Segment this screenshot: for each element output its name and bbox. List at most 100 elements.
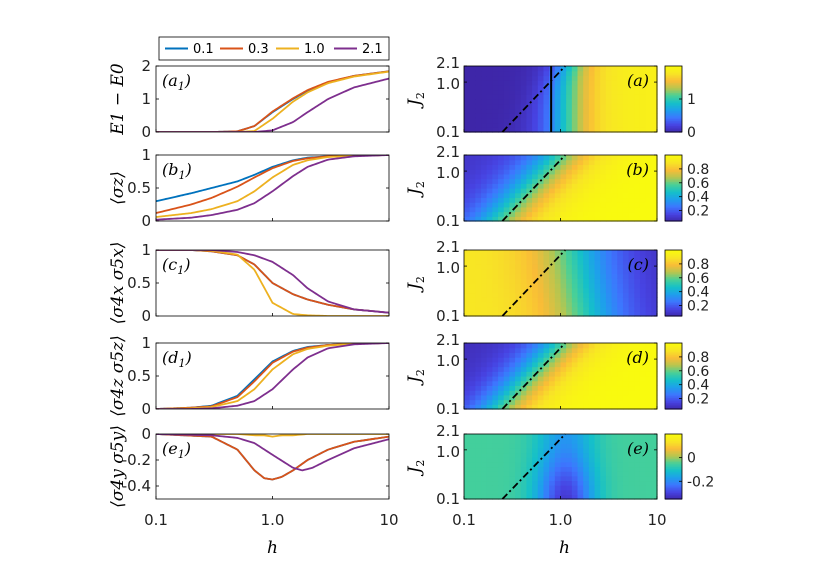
heatmap-cell (594, 380, 601, 387)
heatmap-cell (605, 287, 613, 294)
heatmap-cell (639, 394, 647, 401)
heatmap-cell (515, 169, 522, 175)
heatmap-cell (515, 461, 522, 468)
colorbar-segment (665, 202, 682, 206)
heatmap-cell (571, 103, 579, 110)
heatmap-cell (492, 311, 499, 317)
heatmap-cell (560, 173, 567, 180)
heatmap-cell (577, 399, 584, 405)
heatmap-cell (583, 254, 590, 261)
heatmap-cell (600, 164, 607, 170)
heatmap-cell (509, 278, 516, 284)
heatmap-cell (639, 122, 647, 128)
series-line-J2-1.0 (156, 70, 389, 132)
heatmap-cell (469, 361, 476, 368)
heatmap-cell (554, 452, 562, 458)
heatmap-cell (645, 494, 652, 500)
heatmap-cell (571, 183, 579, 189)
heatmap-cell (464, 159, 471, 166)
heatmap-cell (543, 404, 550, 410)
heatmap-cell (639, 461, 647, 468)
heatmap-cell (628, 343, 635, 349)
heatmap-cell (509, 66, 516, 72)
heatmap-cell (577, 159, 584, 166)
heatmap-cell (605, 466, 613, 472)
heatmap-cell (464, 206, 471, 213)
heatmap-cell (594, 385, 601, 391)
heatmap-cell (526, 192, 533, 199)
heatmap-cell (651, 352, 658, 358)
heatmap-cell (526, 394, 533, 401)
heatmap-cell (639, 197, 647, 203)
heatmap-cell (622, 197, 630, 203)
panel-tag: (c1) (162, 255, 190, 277)
heatmap-cell (634, 347, 641, 354)
heatmap-cell (475, 75, 482, 81)
colorbar-tick-label: 0.2 (687, 204, 709, 220)
heatmap-cell (554, 80, 562, 86)
heatmap-cell (651, 452, 658, 458)
heatmap-cell (588, 80, 596, 86)
heatmap-cell (634, 480, 641, 486)
heatmap-cell (486, 99, 493, 105)
heatmap-cell (617, 452, 624, 458)
heatmap-cell (498, 264, 505, 270)
heatmap-cell (515, 89, 522, 95)
heatmap-cell (469, 159, 476, 166)
heatmap-cell (600, 352, 607, 358)
heatmap-cell (549, 404, 556, 410)
y-tick-label: 2 (141, 57, 151, 75)
heatmap-cell (634, 297, 641, 303)
y-tick-label: 2.1 (436, 54, 460, 72)
colorbar-segment (665, 447, 682, 450)
heatmap-cell (532, 447, 539, 454)
heatmap-cell (498, 447, 505, 454)
heatmap-cell (549, 306, 556, 312)
y-tick-label: 1 (141, 90, 151, 108)
heatmap-cell (464, 259, 471, 265)
heatmap-cell (645, 192, 652, 199)
heatmap-cell (594, 164, 601, 170)
heatmap-cell (492, 273, 499, 279)
colorbar-segment (665, 346, 682, 349)
colorbar-segment (665, 209, 682, 212)
heatmap-cell (464, 399, 471, 405)
colorbar-segment (665, 343, 682, 346)
heatmap-cell (469, 84, 476, 91)
heatmap-cell (492, 216, 499, 222)
heatmap-cell (560, 99, 567, 105)
heatmap-cell (537, 173, 545, 180)
heatmap-cell (503, 394, 511, 401)
heatmap-cell (566, 80, 573, 86)
heatmap-cell (492, 475, 499, 482)
heatmap-cell (628, 301, 635, 308)
heatmap-cell (600, 197, 607, 203)
heatmap-cell (526, 113, 533, 119)
heatmap-cell (481, 306, 488, 312)
heatmap-cell (469, 471, 476, 477)
heatmap-cell (526, 94, 533, 100)
heatmap-cell (503, 457, 511, 463)
heatmap-cell (486, 183, 493, 189)
heatmap-cell (481, 216, 488, 222)
heatmap-cell (594, 173, 601, 180)
heatmap-cell (566, 113, 573, 119)
legend-entry-1.0: 1.0 (276, 42, 325, 57)
colorbar-segment (665, 466, 682, 469)
heatmap-cell (611, 480, 618, 486)
heatmap-cell (509, 94, 516, 100)
heatmap-cell (605, 357, 613, 363)
heatmap-cell (549, 475, 556, 482)
heatmap-cell (475, 404, 482, 410)
heatmap-cell (645, 297, 652, 303)
heatmap-cell (492, 66, 499, 72)
heatmap-cell (481, 443, 488, 449)
heatmap-cell (628, 494, 635, 500)
heatmap-cell (543, 394, 550, 401)
heatmap-cell (634, 178, 641, 184)
heatmap-cell (492, 103, 499, 110)
heatmap-cell (639, 183, 647, 189)
heatmap-cell (605, 447, 613, 454)
heatmap-cell (537, 380, 545, 387)
heatmap-cell (651, 122, 658, 128)
